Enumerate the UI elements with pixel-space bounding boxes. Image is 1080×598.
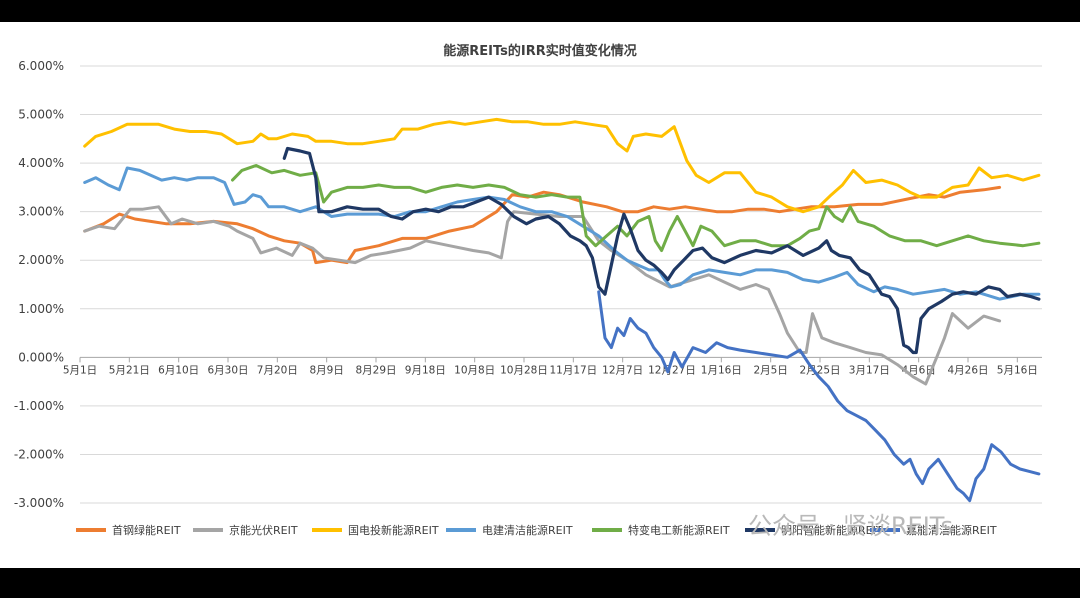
legend-label: 特变电工新能源REIT [628,523,730,537]
x-axis: 5月1日 5月21日 6月10日 6月30日 7月20日 8月9日 8月29日 9月18日 10… [63,356,1042,376]
x-tick-label: 2月5日 [753,364,787,376]
y-tick-label: 0.000% [18,350,64,364]
x-tick-label: 10月8日 [454,364,495,376]
watermark: 公众号 · 贤谈REITs [748,512,953,540]
series-lines [83,117,1041,503]
x-tick-label: 3月17日 [849,364,890,376]
legend-label: 明阳智能新能源REIT [781,523,883,537]
chart-title: 能源REITs的IRR实时值变化情况 [443,43,636,59]
chart-frame: 能源REITs的IRR实时值变化情况 6.000% 5.000% 4.000% 3.0… [0,22,1080,568]
legend-label: 首钢绿能REIT [112,523,181,537]
legend-label: 电建清洁能源REIT [482,523,573,537]
x-tick-label: 5月16日 [997,364,1038,376]
x-tick-label: 11月17日 [549,364,597,376]
x-tick-label: 2月25日 [799,364,840,376]
irr-line-chart: 能源REITs的IRR实时值变化情况 6.000% 5.000% 4.000% 3.0… [14,43,1042,537]
x-tick-label: 5月21日 [109,364,150,376]
legend-label: 国电投新能源REIT [348,523,439,537]
x-tick-label: 6月30日 [207,364,248,376]
y-tick-label: 2.000% [18,253,64,267]
y-tick-label: -2.000% [14,447,64,461]
legend: 首钢绿能REIT 京能光伏REIT 国电投新能源REIT 电建清洁能源REIT 特变电工… [76,523,997,537]
y-tick-label: 6.000% [18,59,64,73]
series-line [282,146,1041,355]
series-line [597,290,1041,503]
x-tick-label: 7月20日 [257,364,298,376]
series-line [83,185,1002,265]
y-tick-label: 5.000% [18,108,64,122]
x-tick-label: 12月7日 [602,364,643,376]
y-tick-label: 4.000% [18,156,64,170]
x-tick-label: 4月26日 [947,364,988,376]
x-tick-label: 1月16日 [701,364,742,376]
legend-label: 京能光伏REIT [229,523,298,537]
x-tick-label: 10月28日 [500,364,548,376]
x-tick-label: 5月1日 [63,364,97,376]
series-line [83,117,1041,214]
series-line [231,164,1041,252]
series-line [83,166,1041,301]
x-tick-label: 6月10日 [158,364,199,376]
legend-label: 嘉能清洁能源REIT [906,523,997,537]
y-tick-label: -3.000% [14,496,64,510]
y-tick-label: 1.000% [18,302,64,316]
x-tick-label: 8月29日 [355,364,396,376]
y-tick-label: 3.000% [18,205,64,219]
x-tick-label: 9月18日 [405,364,446,376]
y-tick-label: -1.000% [14,399,64,413]
y-axis-ticks: 6.000% 5.000% 4.000% 3.000% 2.000% 1.000% 0.00… [14,59,64,510]
x-tick-label: 12月27日 [648,364,696,376]
grid-lines [80,65,1042,504]
x-tick-label: 8月9日 [309,364,343,376]
